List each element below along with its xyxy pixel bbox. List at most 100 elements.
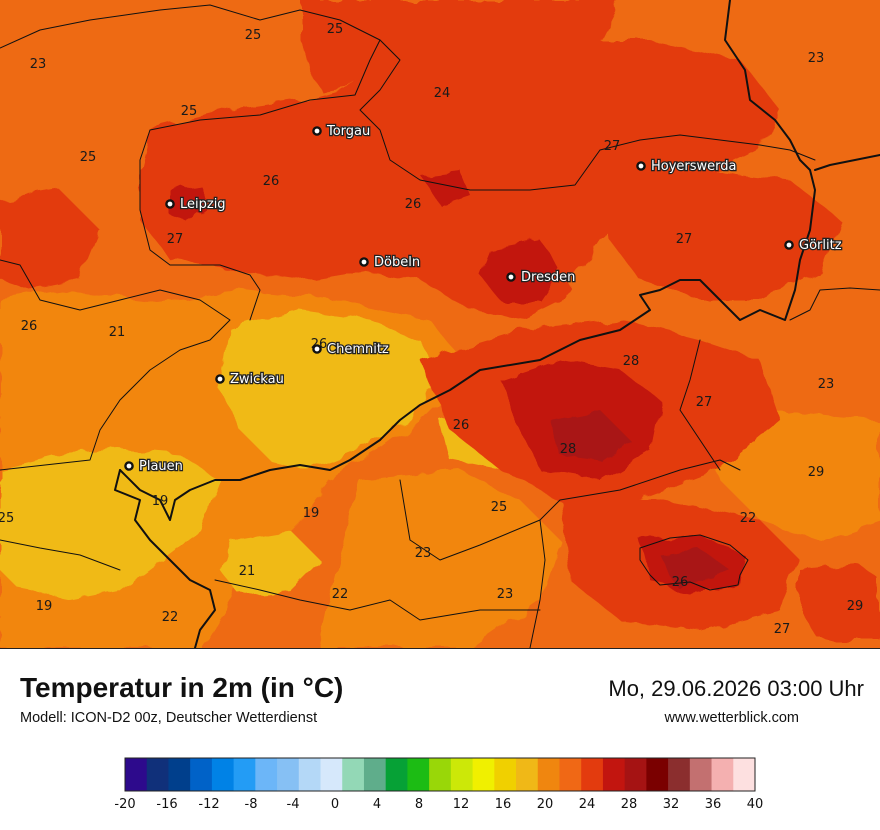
temperature-value-label: 27: [696, 395, 713, 410]
legend-swatch: [407, 758, 430, 791]
city-label: Hoyerswerda: [651, 159, 737, 174]
city-dot: [215, 374, 225, 384]
legend-tick-label: 8: [415, 797, 423, 812]
city-label: Görlitz: [799, 238, 842, 253]
city-dot: [636, 161, 646, 171]
legend-tick-label: 12: [453, 797, 470, 812]
zone-19-central: [220, 310, 440, 470]
temperature-value-label: 21: [239, 564, 256, 579]
legend-tick-label: 24: [579, 797, 596, 812]
temperature-value-label: 26: [21, 319, 38, 334]
temperature-value-label: 25: [0, 511, 14, 526]
border-vogtland-bavaria: [114, 469, 216, 648]
legend-swatch: [298, 758, 321, 791]
city-dot: [124, 461, 134, 471]
legend-tick-label: 16: [495, 797, 512, 812]
border-sw-region: [0, 539, 121, 571]
temperature-value-label: 25: [245, 28, 262, 43]
border-west-thuringia: [0, 259, 231, 471]
legend-tick-label: -12: [198, 797, 219, 812]
temperature-map[interactable]: 23 25 25 23 24 25 25 27 26 26 27 27 26 21 26 28 23 27 26 28…: [0, 0, 880, 649]
legend-swatch: [233, 758, 256, 791]
legend-swatch: [277, 758, 300, 791]
city-marker[interactable]: Döbeln: [359, 254, 421, 271]
legend-swatch: [581, 758, 604, 791]
legend-swatch: [125, 758, 148, 791]
legend-swatch: [689, 758, 712, 791]
legend-tick-label: -4: [287, 797, 300, 812]
city-marker[interactable]: Torgau: [312, 123, 372, 140]
zone-28-leipzig: [170, 185, 210, 225]
temperature-value-label: 27: [604, 139, 621, 154]
color-legend: -20 -16 -12 -8 -4 0 4 8 12 16 20 24 28 32 36 40: [0, 750, 880, 820]
legend-tick-label: 0: [331, 797, 339, 812]
city-label: Dresden: [521, 270, 575, 285]
legend-swatch: [516, 758, 539, 791]
border-pl-cz: [789, 287, 880, 321]
legend-tick-label: -20: [114, 797, 135, 812]
temperature-value-label: 23: [808, 51, 825, 66]
city-dot: [359, 257, 369, 267]
website-link[interactable]: www.wetterblick.com: [664, 710, 799, 726]
border-cz-regions: [214, 339, 741, 648]
legend-swatch: [385, 758, 408, 791]
temperature-value-label: 25: [80, 150, 97, 165]
temperature-value-label: 24: [434, 86, 451, 101]
temperature-value-label: 22: [162, 610, 179, 625]
city-label: Chemnitz: [327, 342, 389, 357]
border-se-district: [639, 534, 749, 591]
border-saxony-north: [0, 4, 816, 191]
city-marker[interactable]: Dresden: [506, 269, 577, 286]
city-label: Döbeln: [374, 255, 420, 270]
zone-19-vogtland: [0, 450, 220, 600]
legend-swatch: [559, 758, 582, 791]
temperature-value-label: 26: [453, 418, 470, 433]
legend-tick-label: -16: [156, 797, 177, 812]
legend-swatch: [733, 758, 756, 791]
model-source: Modell: ICON-D2 00z, Deutscher Wetterdie…: [20, 710, 318, 726]
legend-tick-label: 20: [537, 797, 554, 812]
zone-26-ne-corner: [300, 0, 620, 90]
forecast-datetime: Mo, 29.06.2026 03:00 Uhr: [608, 676, 864, 701]
city-marker[interactable]: Görlitz: [784, 237, 843, 254]
border-cz-de: [119, 0, 816, 521]
zone-26-east: [600, 170, 840, 300]
temperature-value-label: 27: [774, 622, 791, 637]
temperature-value-label: 23: [415, 546, 432, 561]
city-dot: [506, 272, 516, 282]
zone-29-bohemia: [550, 410, 630, 460]
city-marker[interactable]: Zwickau: [215, 371, 285, 388]
legend-swatch: [429, 758, 452, 791]
legend-swatch: [342, 758, 365, 791]
legend-swatch: [668, 758, 691, 791]
legend-swatch: [711, 758, 734, 791]
temperature-value-label: 25: [181, 104, 198, 119]
city-marker[interactable]: Chemnitz: [312, 341, 390, 358]
temperature-value-label: 27: [676, 232, 693, 247]
city-marker[interactable]: Hoyerswerda: [636, 158, 738, 175]
legend-tick-label: 36: [705, 797, 722, 812]
temperature-value-label: 23: [818, 377, 835, 392]
temperature-value-label: 22: [740, 511, 757, 526]
city-marker[interactable]: Leipzig: [165, 196, 227, 213]
legend-swatch: [602, 758, 626, 791]
temperature-value-label: 19: [303, 506, 320, 521]
temperature-value-label: 19: [36, 599, 53, 614]
legend-swatch: [190, 758, 213, 791]
legend-tick-label: 40: [747, 797, 764, 812]
city-dot: [784, 240, 794, 250]
temperature-value-label: 23: [30, 57, 47, 72]
legend-swatch: [146, 758, 169, 791]
temperature-value-label: 29: [808, 465, 825, 480]
legend-tick-label: 28: [621, 797, 638, 812]
city-dot: [165, 199, 175, 209]
city-marker[interactable]: Plauen: [124, 458, 184, 475]
temperature-value-label: 25: [327, 22, 344, 37]
legend-swatch: [537, 758, 560, 791]
border-pl-de: [814, 154, 880, 171]
city-label: Torgau: [326, 124, 370, 139]
zone-26-west: [0, 190, 100, 290]
temperature-value-label: 25: [491, 500, 508, 515]
temperature-value-label: 26: [405, 197, 422, 212]
zone-28-north: [420, 170, 470, 205]
